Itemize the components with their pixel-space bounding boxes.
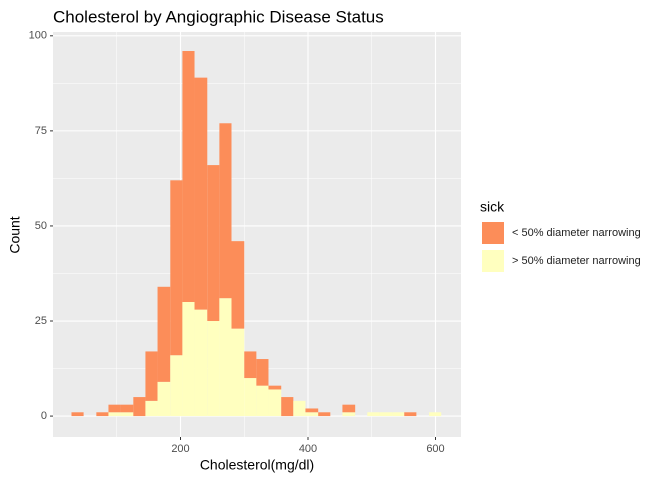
histogram-bar [108,412,121,417]
histogram-bar [268,385,282,390]
histogram-bar [71,412,84,417]
histogram-bar [429,412,442,417]
histogram-bar [219,123,232,299]
legend-label: < 50% diameter narrowing [512,227,641,239]
histogram-bar [96,412,109,417]
y-tick-label: 100 [29,30,47,42]
histogram-bar [145,400,158,417]
histogram-bar [404,412,417,417]
histogram-bar [256,385,269,417]
histogram-bar [170,355,183,417]
histogram-bar [305,412,319,417]
histogram-bar [108,404,121,413]
histogram-bar [231,328,245,417]
histogram-bar [342,404,356,413]
x-axis-label: Cholesterol(mg/dl) [200,457,314,473]
legend-label: > 50% diameter narrowing [512,255,641,267]
histogram-bar [120,412,134,417]
legend-title: sick [480,199,505,215]
histogram-bar [268,389,282,417]
histogram-bar [219,298,232,417]
histogram-bar [318,412,331,417]
chart-title: Cholesterol by Angiographic Disease Stat… [53,7,384,26]
histogram-bar [182,302,195,417]
histogram-bar [157,286,171,382]
x-tick-label: 200 [171,443,189,455]
legend-swatch [482,222,504,244]
histogram-bar [392,412,405,417]
y-tick-label: 50 [35,220,47,232]
histogram-bar [120,404,134,413]
histogram-bar [194,309,208,417]
histogram-bar [293,400,306,417]
y-tick-label: 25 [35,315,47,327]
y-tick-label: 0 [41,410,47,422]
y-axis-label: Count [7,216,23,253]
histogram-bar [207,165,220,322]
histogram-bar [244,378,257,417]
histogram-bar [305,408,319,413]
legend-swatch [482,250,504,272]
histogram-bar [231,241,245,329]
histogram-bar [256,359,269,386]
histogram-bar [157,381,171,417]
x-tick-label: 600 [426,443,444,455]
histogram-bar [145,351,158,401]
y-tick-label: 75 [35,125,47,137]
histogram-bar [194,77,208,310]
histogram-bar [379,412,393,417]
histogram-bar [182,51,195,302]
histogram-bar [133,397,146,417]
x-tick-label: 400 [299,443,317,455]
histogram-bar [170,180,183,356]
histogram-bar [244,351,257,379]
histogram-bar [281,397,294,417]
histogram-bar [342,412,356,417]
histogram-bar [367,412,380,417]
histogram-bar [207,321,220,417]
